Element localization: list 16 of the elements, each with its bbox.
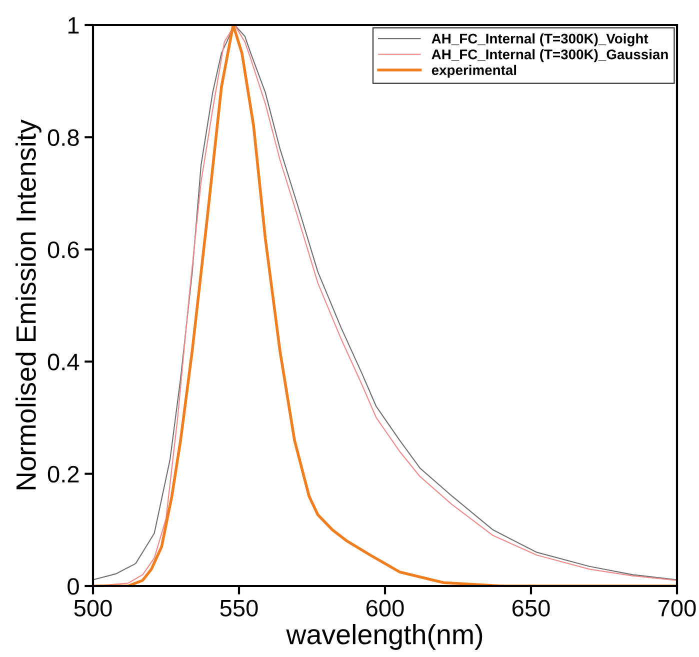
x-tick-label: 550: [220, 600, 258, 617]
x-tick-label: 700: [658, 600, 696, 617]
y-tick-label: 0.4: [48, 354, 80, 370]
y-tick-label: 0.8: [48, 129, 79, 146]
legend-label: experimental: [432, 64, 516, 78]
x-tick-label: 650: [512, 600, 550, 617]
x-tick-label: 600: [366, 600, 404, 617]
y-tick-label: 0.6: [48, 241, 79, 258]
y-tick-label: 1: [68, 17, 79, 34]
y-tick-label: 0.2: [48, 466, 79, 483]
legend-label: AH_FC_Internal (T=300K)_Voight: [432, 33, 648, 46]
legend-label: AH_FC_Internal (T=300K)_Gaussian: [432, 49, 668, 62]
y-tick-label: 0: [68, 578, 79, 595]
x-axis-title: wavelength(nm): [286, 624, 482, 650]
x-tick-label: 500: [74, 600, 112, 617]
y-axis-title: Normolised Emission Intensity: [16, 120, 42, 490]
